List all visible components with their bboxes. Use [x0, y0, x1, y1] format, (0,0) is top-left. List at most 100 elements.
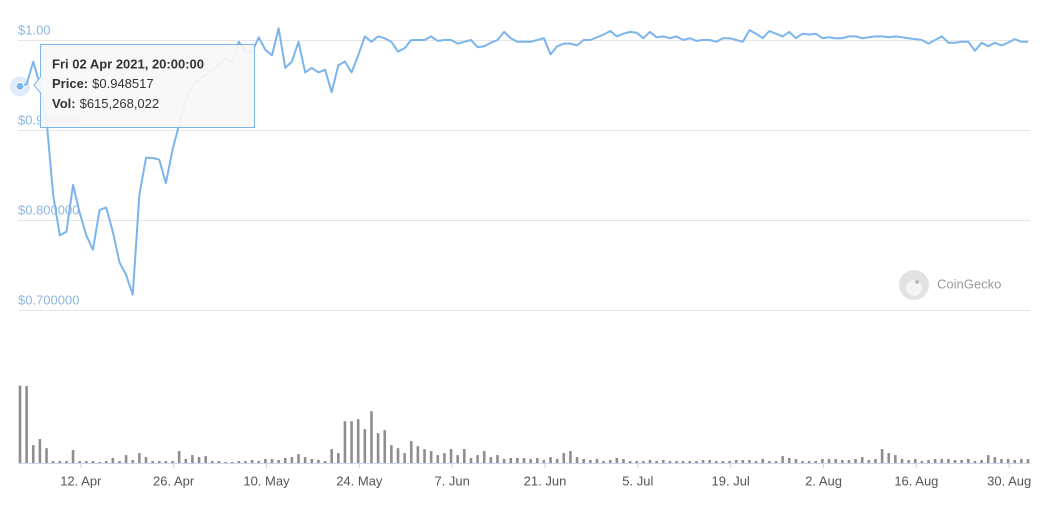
- volume-bar: [443, 453, 446, 463]
- volume-bar: [847, 459, 851, 463]
- volume-bar: [423, 449, 426, 463]
- volume-bar: [78, 460, 81, 463]
- volume-bar: [854, 458, 857, 463]
- volume-bar: [728, 460, 731, 463]
- volume-bar: [569, 451, 572, 463]
- volume-bar: [449, 449, 453, 463]
- volume-bar: [383, 430, 387, 463]
- volume-bar: [131, 459, 135, 463]
- volume-bar: [25, 386, 28, 463]
- volume-bar: [111, 457, 115, 463]
- watermark: CoinGecko: [899, 270, 1001, 300]
- tooltip-value: $0.948517: [92, 76, 153, 91]
- tooltip-title: Fri 02 Apr 2021, 20:00:00: [52, 56, 204, 71]
- volume-bar: [953, 459, 957, 463]
- volume-bar: [582, 458, 585, 463]
- x-tick-label: 2. Aug: [805, 473, 842, 488]
- volume-bar: [283, 457, 287, 463]
- volume-bar: [456, 455, 459, 463]
- volume-bar: [230, 461, 234, 463]
- volume-bar: [860, 457, 864, 463]
- volume-bar: [1013, 459, 1017, 463]
- volume-bar: [257, 460, 261, 463]
- volume-bar: [741, 459, 745, 463]
- volume-bar: [1000, 458, 1003, 463]
- volume-bar: [409, 441, 413, 463]
- volume-bar: [1006, 458, 1010, 463]
- y-tick-label: $0.800000: [18, 202, 79, 217]
- volume-bar: [337, 453, 340, 463]
- volume-bar: [761, 458, 765, 463]
- volume-bar: [787, 457, 791, 463]
- volume-bar: [297, 454, 300, 463]
- volume-bar: [754, 460, 758, 463]
- volume-bar: [31, 445, 35, 463]
- volume-bar: [794, 458, 798, 463]
- volume-bar: [58, 460, 62, 463]
- volume-bar: [244, 460, 247, 463]
- volume-bar: [986, 455, 990, 463]
- volume-bar: [715, 460, 718, 463]
- volume-bar: [575, 457, 579, 463]
- volume-bar: [628, 460, 632, 463]
- volume-bar: [701, 459, 705, 463]
- volume-bar: [177, 451, 181, 463]
- volume-bar: [436, 455, 440, 463]
- volume-bar: [489, 457, 493, 463]
- volume-bar: [376, 433, 380, 463]
- volume-bar: [867, 459, 871, 463]
- watermark-icon-eye: [915, 280, 919, 284]
- volume-bar: [973, 460, 977, 463]
- volume-bar: [496, 455, 499, 463]
- volume-bar: [363, 429, 367, 463]
- volume-bar: [264, 458, 267, 463]
- volume-bar: [748, 459, 751, 463]
- volume-bar: [224, 461, 227, 463]
- x-tick-label: 24. May: [336, 473, 383, 488]
- volume-bar: [138, 453, 141, 463]
- volume-bar: [370, 411, 373, 463]
- volume-bar: [947, 458, 950, 463]
- volume-bar: [197, 457, 201, 463]
- volume-bar: [993, 457, 997, 463]
- tooltip-row: Price: $0.948517: [52, 76, 154, 91]
- volume-bar: [18, 385, 22, 463]
- volume-bar: [894, 455, 897, 463]
- volume-bar: [118, 460, 121, 463]
- volume-bar: [980, 459, 983, 463]
- x-tick-label: 12. Apr: [60, 473, 102, 488]
- volume-bar: [688, 460, 692, 463]
- volume-bar: [940, 458, 944, 463]
- volume-bar: [1026, 458, 1030, 463]
- volume-bar: [204, 456, 207, 463]
- volume-bar: [191, 455, 194, 463]
- tooltip-label: Vol:: [52, 96, 76, 111]
- volume-bar: [469, 457, 473, 463]
- volume-bar: [608, 459, 612, 463]
- volume-bar: [927, 459, 930, 463]
- tooltip-row: Vol: $615,268,022: [52, 96, 159, 111]
- volume-bar: [429, 451, 433, 463]
- volume-bar: [45, 448, 48, 463]
- volume-bar: [801, 460, 804, 463]
- volume-bar: [403, 453, 406, 463]
- volume-bar: [880, 449, 884, 463]
- volume-bar: [655, 460, 658, 463]
- watermark-icon-inner: [906, 280, 922, 296]
- volume-bar: [967, 458, 970, 463]
- x-tick-label: 5. Jul: [622, 473, 653, 488]
- tooltip-value: $615,268,022: [80, 96, 160, 111]
- volume-bar: [807, 460, 811, 463]
- volume-bar: [622, 458, 625, 463]
- volume-bar: [648, 459, 652, 463]
- volume-bar: [913, 458, 917, 463]
- volume-bar: [602, 460, 605, 463]
- volume-bar: [390, 445, 393, 463]
- volume-bar: [781, 456, 784, 463]
- volume-bar: [675, 460, 678, 463]
- volume-bar: [290, 457, 294, 463]
- volume-bar: [350, 421, 353, 463]
- volume-bar: [71, 450, 75, 463]
- volume-bar: [535, 457, 539, 463]
- volume-bar: [310, 458, 314, 463]
